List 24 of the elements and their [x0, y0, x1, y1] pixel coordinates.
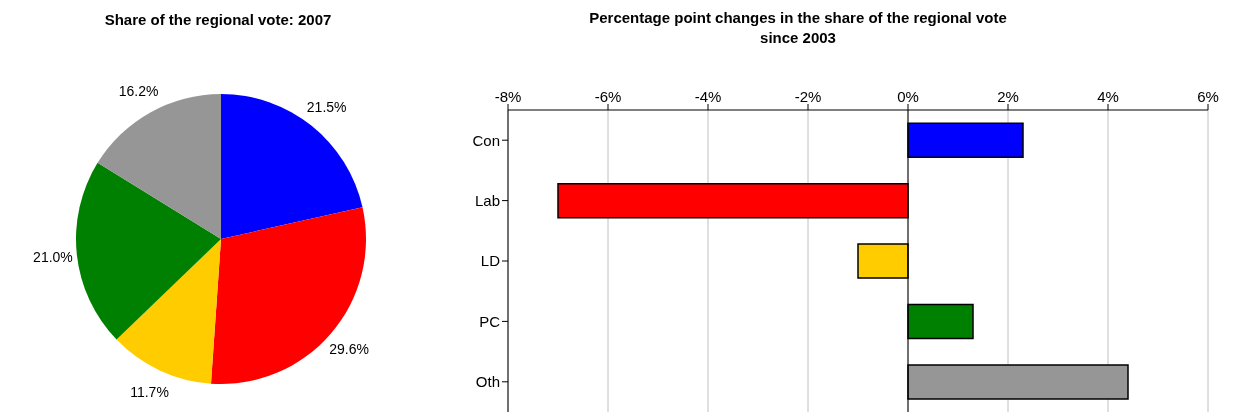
y-tick-label: Lab [474, 191, 500, 209]
y-tick-label: Con [472, 131, 500, 149]
data-label: 11.7% [130, 384, 169, 401]
y-tick-label: LD [480, 252, 501, 270]
x-tick-label: 4% [1097, 88, 1119, 105]
pie-slice [76, 162, 221, 340]
data-label: 16.2% [118, 83, 159, 100]
data-label: 21.0% [33, 249, 73, 266]
data-label: 29.6% [329, 341, 370, 358]
pie-slice [116, 239, 221, 384]
x-tick-label: -2% [794, 88, 822, 105]
y-tick-label: Oth [475, 373, 500, 391]
y-tick-label: PC [479, 312, 501, 330]
x-tick-label: 6% [1197, 88, 1219, 105]
x-tick-label: 2% [997, 88, 1019, 105]
x-tick-label: -4% [694, 88, 722, 105]
x-tick-label: 0% [897, 88, 919, 105]
x-tick-label: -8% [494, 88, 522, 105]
chart-title: Share of the regional vote: 2007 [103, 11, 333, 28]
data-label: 21.5% [306, 99, 347, 116]
chart-title: Percentage point changes in the share of the regional vote since 2003 [588, 8, 1008, 48]
pie-slice [221, 94, 363, 239]
x-tick-label: -6% [594, 88, 622, 105]
pie-slice [97, 94, 221, 239]
